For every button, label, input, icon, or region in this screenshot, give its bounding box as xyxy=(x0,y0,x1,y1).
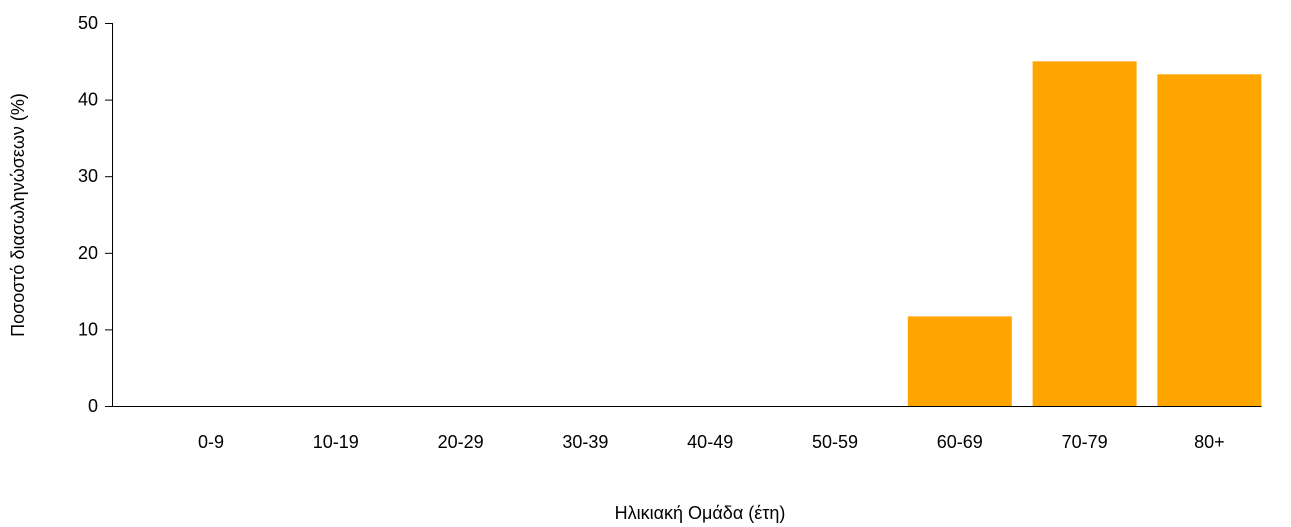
x-tick-label: 50-59 xyxy=(812,432,858,452)
y-tick-label: 10 xyxy=(78,319,98,339)
y-axis: 0 10 20 30 40 50 xyxy=(78,13,1262,416)
y-tick-label: 0 xyxy=(88,396,98,416)
x-tick-label: 10-19 xyxy=(313,432,359,452)
x-tick-label: 0-9 xyxy=(198,432,224,452)
bar-80+ xyxy=(1157,74,1262,407)
x-tick-label: 30-39 xyxy=(562,432,608,452)
y-tick-label: 50 xyxy=(78,13,98,33)
x-tick-labels: 0-9 10-19 20-29 30-39 40-49 50-59 60-69 70-79 80… xyxy=(198,432,1225,452)
x-tick-label: 40-49 xyxy=(687,432,733,452)
bars-group xyxy=(907,61,1262,407)
x-tick-label: 80+ xyxy=(1194,432,1225,452)
x-tick-label: 20-29 xyxy=(438,432,484,452)
y-tick-label: 40 xyxy=(78,90,98,110)
x-axis-title: Ηλικιακή Ομάδα (έτη) xyxy=(615,503,786,523)
x-tick-label: 70-79 xyxy=(1062,432,1108,452)
y-tick-label: 30 xyxy=(78,166,98,186)
y-axis-title: Ποσοστό διασωληνώσεων (%) xyxy=(8,93,28,337)
y-tick-label: 20 xyxy=(78,243,98,263)
bar-70-79 xyxy=(1032,61,1137,407)
x-tick-label: 60-69 xyxy=(937,432,983,452)
bar-60-69 xyxy=(907,316,1012,406)
